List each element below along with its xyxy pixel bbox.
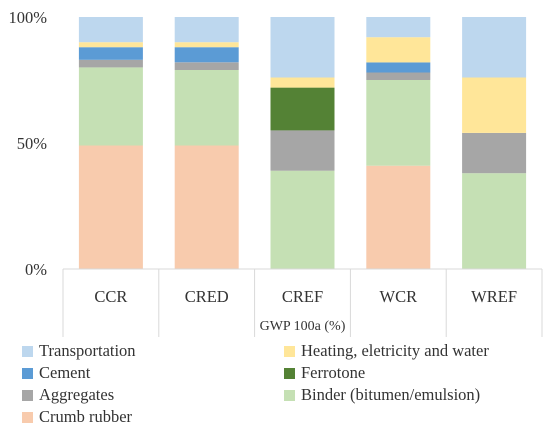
legend-item: Binder (bitumen/emulsion) (284, 384, 480, 406)
stacked-bar-chart: CCR CRED CREF WCR WREF 0% 50% 100% GWP 100a (%) (9, 8, 543, 337)
y-tick-label: 50% (17, 134, 48, 153)
y-tick-label: 100% (9, 8, 48, 27)
legend-label: Heating, eletricity and water (301, 341, 489, 360)
legend-swatch (22, 367, 33, 379)
legend-label: Crumb rubber (39, 407, 133, 426)
legend-swatch (284, 389, 295, 401)
legend-swatch (22, 389, 33, 401)
bar-segment-cref-2 (270, 130, 335, 171)
bar-segment-cred-0 (174, 145, 239, 269)
bar-segment-wref-6 (462, 17, 527, 78)
bar-segment-wcr-1 (366, 80, 431, 166)
bar-segment-wref-2 (462, 132, 527, 174)
x-tick-label: CCR (94, 287, 127, 306)
bar-segment-ccr-2 (78, 59, 143, 68)
bar-segment-ccr-5 (78, 42, 143, 48)
bar-segment-cred-4 (174, 47, 239, 63)
bar-segment-wcr-6 (366, 17, 431, 38)
legend-label: Cement (39, 363, 91, 382)
bar-segment-ccr-0 (78, 145, 143, 269)
bar-segment-ccr-4 (78, 47, 143, 60)
bar-segment-wcr-4 (366, 62, 431, 73)
legend-swatch (284, 345, 295, 357)
bar-segment-cref-5 (270, 77, 335, 88)
legend-swatch (22, 345, 33, 357)
x-tick-label: WCR (380, 287, 418, 306)
bar-segment-ccr-6 (78, 17, 143, 43)
y-tick-label: 0% (25, 260, 47, 279)
legend-label: Ferrotone (301, 363, 366, 382)
legend-item: Crumb rubber (22, 406, 132, 428)
bar-segment-wcr-5 (366, 37, 431, 63)
legend-item: Heating, eletricity and water (284, 340, 489, 362)
bar-segment-cred-5 (174, 42, 239, 48)
legend-item: Transportation (22, 340, 136, 362)
bar-segment-cref-6 (270, 17, 335, 78)
x-tick-label: WREF (471, 287, 517, 306)
legend-item: Cement (22, 362, 90, 384)
bar-segment-wcr-2 (366, 72, 431, 80)
x-tick-label: CREF (282, 287, 323, 306)
bar-segment-wref-5 (462, 77, 527, 133)
bar-segment-cred-1 (174, 69, 239, 146)
bar-segment-cref-3 (270, 87, 335, 131)
bar-segment-cred-6 (174, 17, 239, 43)
legend-label: Binder (bitumen/emulsion) (301, 385, 481, 404)
bar-segment-ccr-1 (78, 67, 143, 146)
bar-segment-wcr-0 (366, 165, 431, 269)
x-axis-title: GWP 100a (%) (260, 319, 346, 334)
legend-swatch (284, 367, 295, 379)
bars-layer (78, 17, 527, 269)
chart-legend: Transportation Heating, eletricity and wa… (22, 340, 542, 432)
axes-layer: CCR CRED CREF WCR WREF 0% 50% 100% GWP 100a (%) (9, 8, 543, 337)
legend-label: Transportation (39, 341, 136, 360)
legend-item: Ferrotone (284, 362, 365, 384)
bar-segment-cref-1 (270, 170, 335, 269)
legend-swatch (22, 411, 33, 423)
legend-label: Aggregates (39, 385, 115, 404)
x-tick-label: CRED (185, 287, 229, 306)
bar-segment-cred-2 (174, 62, 239, 70)
legend-item: Aggregates (22, 384, 114, 406)
bar-segment-wref-1 (462, 173, 527, 269)
